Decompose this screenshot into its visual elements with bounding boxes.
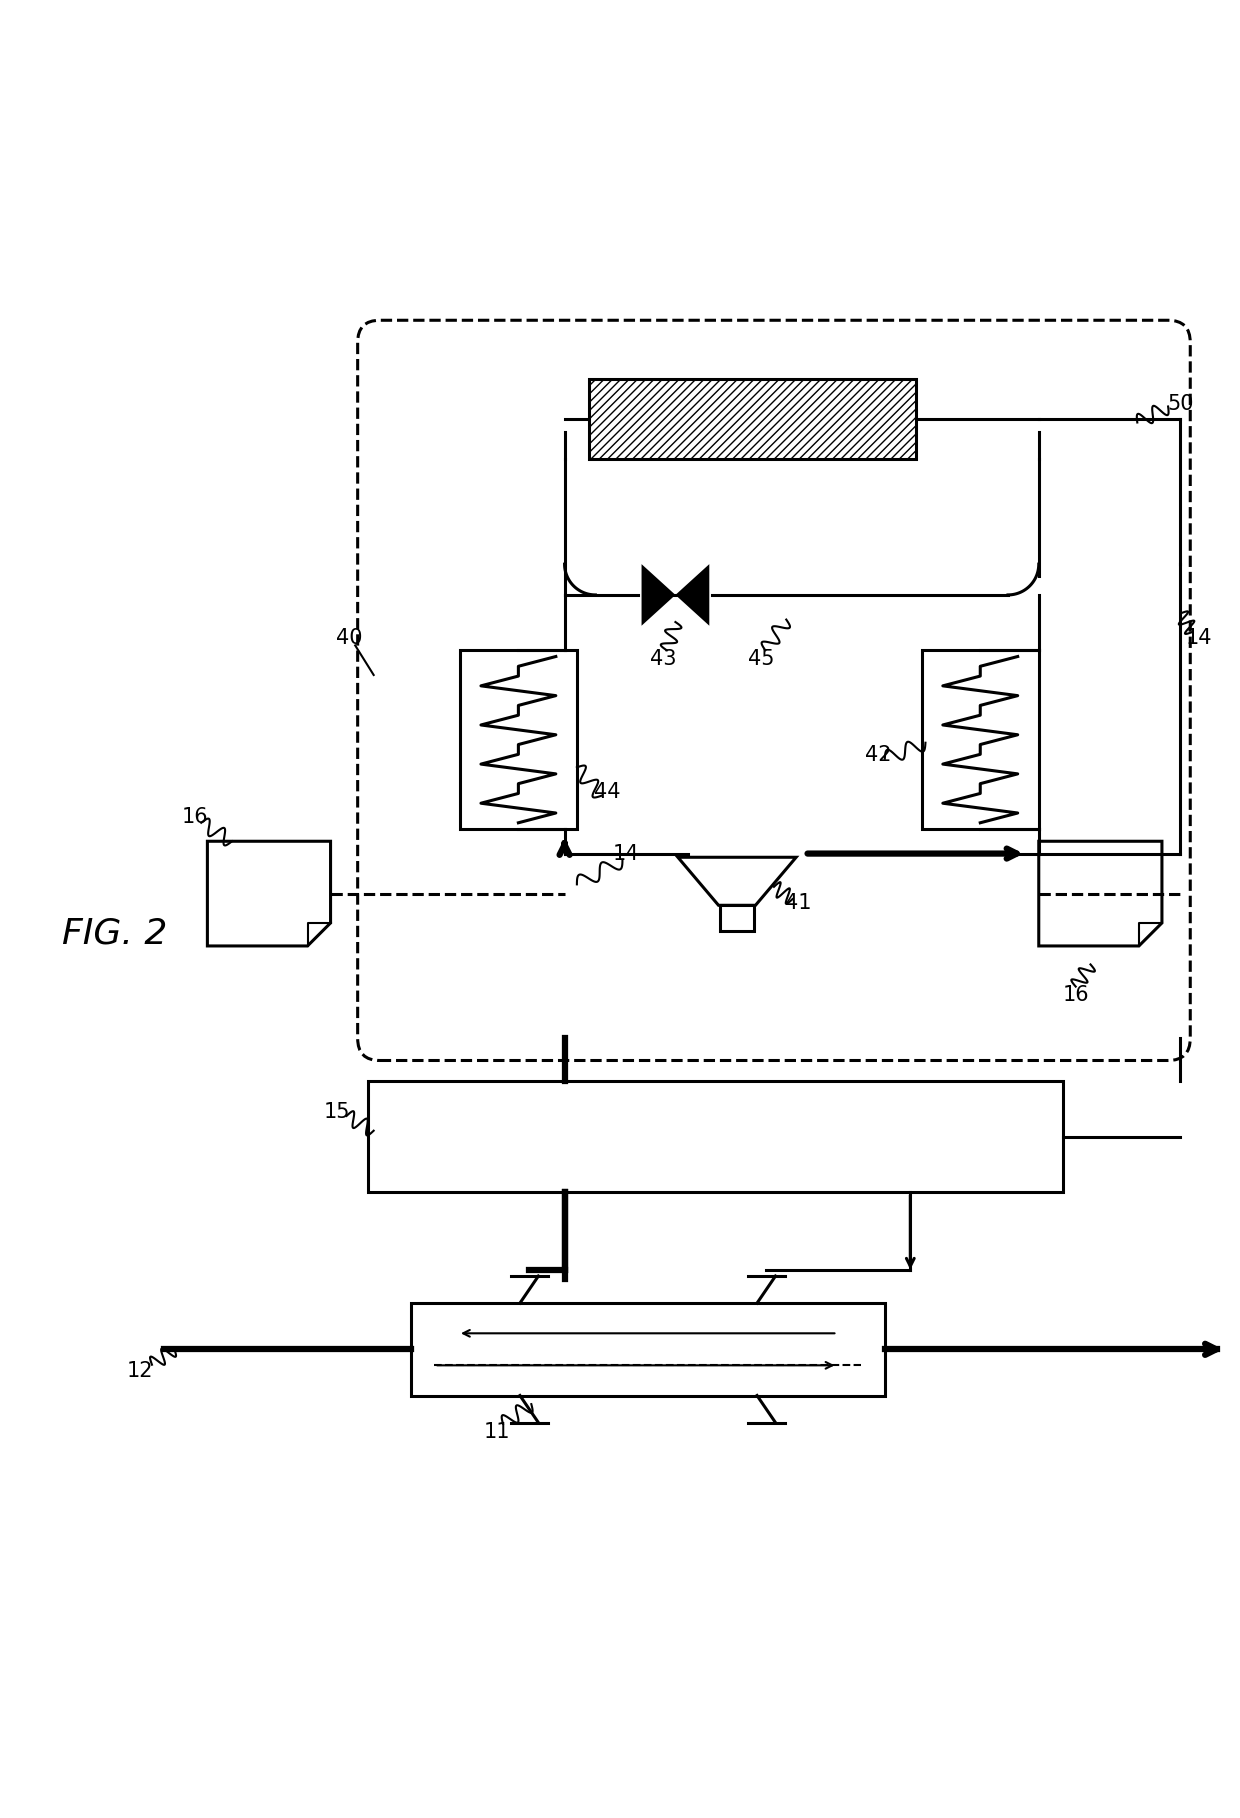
Bar bbox=[367, 1082, 1064, 1193]
Polygon shape bbox=[676, 564, 709, 625]
Bar bbox=[460, 651, 577, 829]
Text: 50: 50 bbox=[1167, 395, 1194, 415]
Text: 14: 14 bbox=[613, 844, 640, 864]
Text: 43: 43 bbox=[650, 649, 676, 669]
Bar bbox=[410, 1304, 885, 1396]
Text: 42: 42 bbox=[866, 745, 892, 765]
Bar bbox=[589, 380, 915, 460]
Text: 41: 41 bbox=[785, 893, 812, 913]
Text: 11: 11 bbox=[484, 1422, 510, 1442]
Text: FIG. 2: FIG. 2 bbox=[62, 916, 167, 951]
Text: 15: 15 bbox=[324, 1102, 350, 1122]
Text: 16: 16 bbox=[1063, 985, 1089, 1005]
Text: 12: 12 bbox=[126, 1362, 153, 1382]
Text: 45: 45 bbox=[749, 649, 775, 669]
Bar bbox=[720, 905, 754, 931]
Text: 16: 16 bbox=[182, 807, 208, 827]
Text: 44: 44 bbox=[594, 782, 621, 802]
Polygon shape bbox=[641, 564, 676, 625]
Text: 14: 14 bbox=[1185, 627, 1213, 647]
Bar bbox=[921, 651, 1039, 829]
Text: 40: 40 bbox=[336, 627, 362, 647]
